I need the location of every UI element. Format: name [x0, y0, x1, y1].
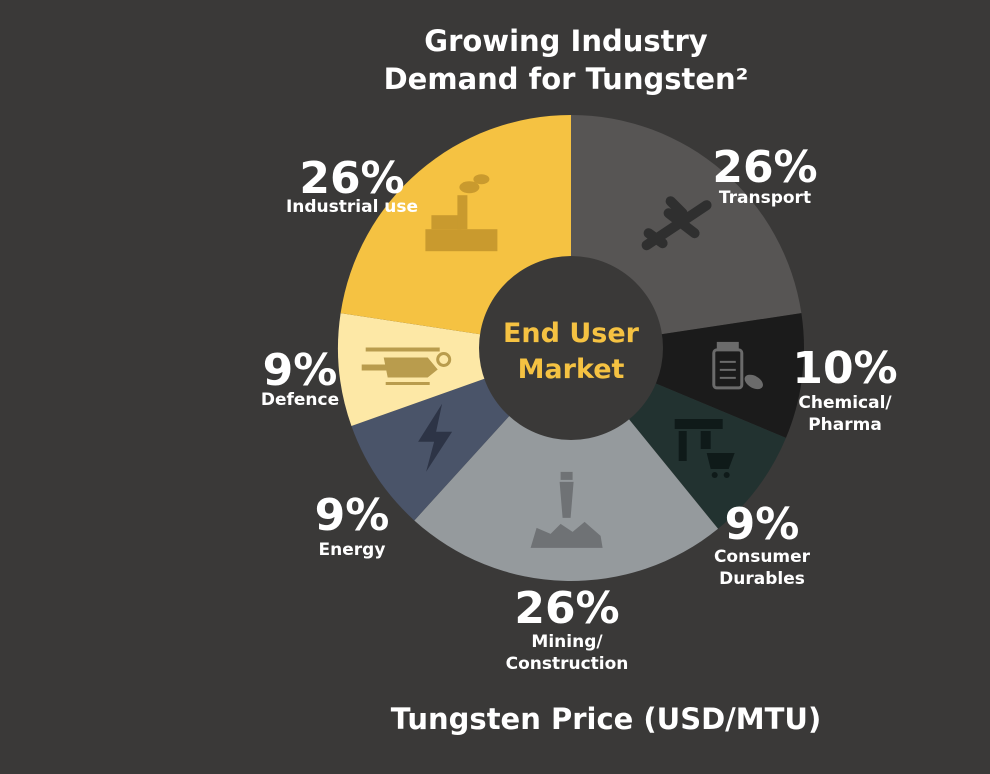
- lightning-icon: [418, 403, 453, 472]
- category-label-chemical-pharma: Chemical/: [798, 393, 892, 413]
- category-label-defence: Defence: [261, 390, 339, 410]
- slice-labels: 26%Transport10%Chemical/Pharma9%Consumer…: [261, 142, 898, 674]
- drill-icon: [530, 471, 603, 548]
- pill-bottle-icon: [712, 341, 763, 390]
- airplane-icon: [641, 196, 712, 251]
- chart-title-line-1: Growing Industry: [424, 24, 708, 58]
- category-label-chemical-pharma: Pharma: [808, 415, 882, 435]
- category-label-consumer-durables: Durables: [719, 569, 805, 589]
- center-label-line: Market: [518, 354, 625, 385]
- category-label-consumer-durables: Consumer: [714, 547, 811, 567]
- slice-mining-construction: [414, 348, 719, 581]
- factory-icon: [425, 174, 498, 252]
- chart-title-line-2: Demand for Tungsten²: [383, 62, 749, 96]
- shop-cart-icon: [674, 419, 735, 478]
- value-label-energy: 9%: [315, 490, 390, 541]
- price-heading: Tungsten Price (USD/MTU): [390, 702, 822, 736]
- center-label: End User Market: [503, 318, 640, 385]
- value-label-chemical-pharma: 10%: [792, 343, 897, 394]
- category-label-mining-construction: Construction: [506, 654, 629, 674]
- value-label-defence: 9%: [263, 345, 338, 396]
- value-label-transport: 26%: [712, 142, 817, 193]
- value-label-mining-construction: 26%: [514, 583, 619, 634]
- helicopter-icon: [361, 347, 452, 385]
- category-label-mining-construction: Mining/: [531, 632, 603, 652]
- chart-title: Growing Industry Demand for Tungsten²: [366, 22, 766, 98]
- category-label-transport: Transport: [719, 188, 811, 208]
- value-label-industrial-use: 26%: [299, 153, 404, 204]
- value-label-consumer-durables: 9%: [725, 499, 800, 550]
- center-label-line: End User: [503, 318, 640, 349]
- slice-icons: [361, 174, 763, 548]
- donut-hole: [479, 256, 663, 440]
- category-label-energy: Energy: [319, 540, 386, 560]
- category-label-industrial-use: Industrial use: [286, 197, 418, 217]
